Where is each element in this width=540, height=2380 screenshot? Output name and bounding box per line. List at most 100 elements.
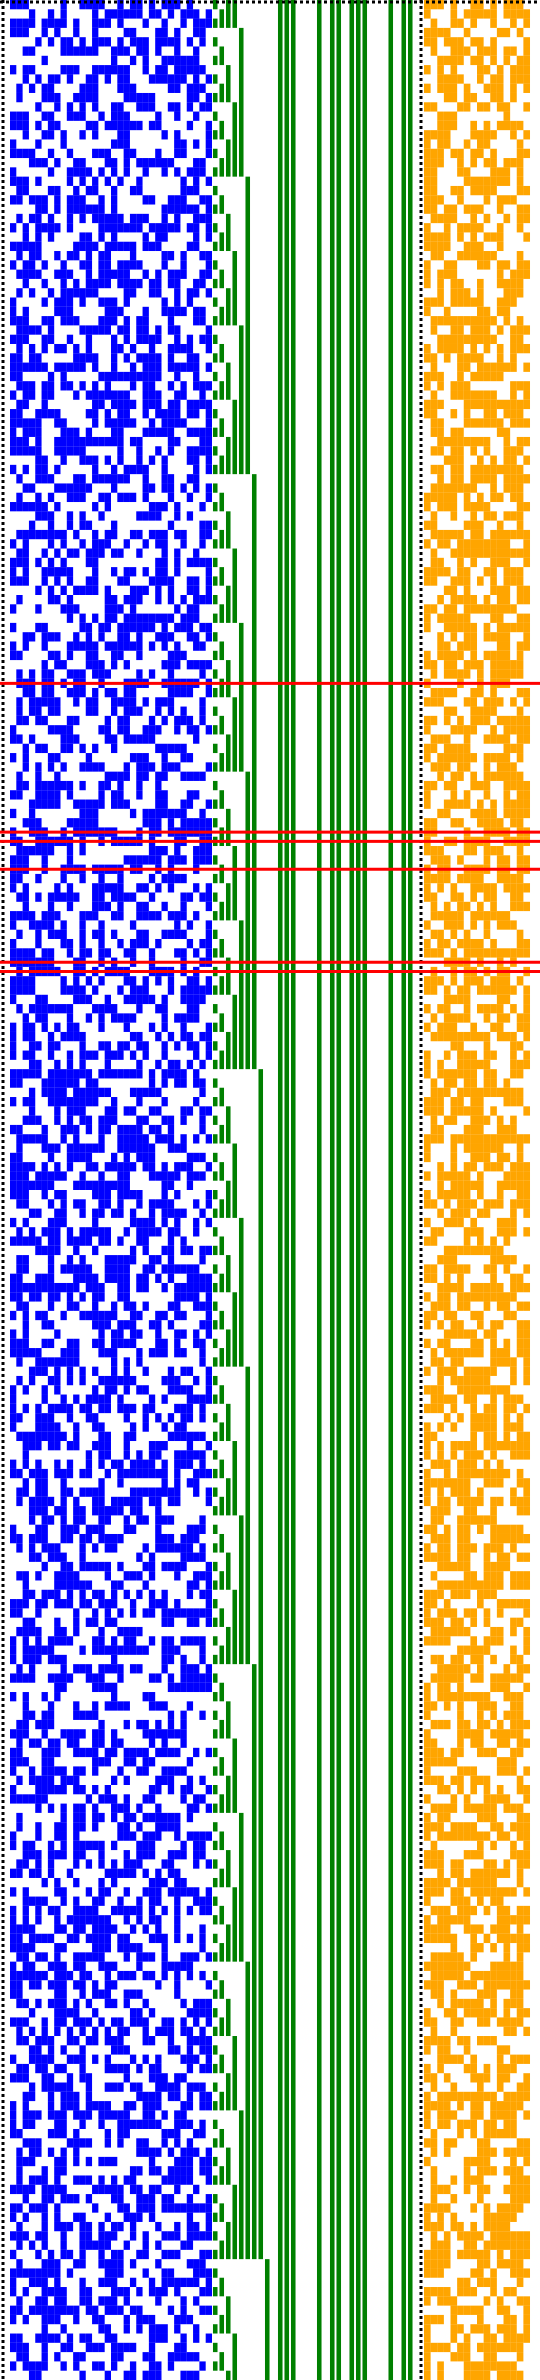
random-bit: [79, 1310, 86, 1321]
random-bit: [117, 892, 124, 902]
random-bit: [117, 1673, 124, 1683]
random-bit: [28, 1506, 36, 1516]
random-bit: [155, 539, 162, 549]
xor-bit: [443, 260, 451, 270]
xor-bit: [516, 120, 524, 131]
random-bit: [161, 2333, 168, 2343]
counter-bit-run: [225, 362, 231, 400]
random-bit: [92, 1812, 99, 1823]
random-bit: [186, 1608, 194, 1618]
counter-bit-run: [212, 2268, 218, 2278]
random-bit: [129, 2184, 137, 2195]
xor-bit: [477, 241, 484, 252]
random-bit: [199, 1850, 206, 1860]
random-bit: [155, 278, 162, 289]
random-bit: [174, 223, 181, 233]
random-bit: [73, 1617, 80, 1627]
random-bit: [35, 120, 42, 131]
random-bit: [16, 1599, 23, 1609]
xor-bit: [437, 529, 444, 540]
random-bit: [129, 343, 137, 354]
random-bit: [123, 2063, 130, 2074]
random-bit: [16, 780, 23, 791]
random-bit: [193, 371, 200, 382]
random-bit: [85, 1664, 93, 1674]
random-bit: [47, 185, 55, 196]
counter-bit-run: [245, 176, 251, 475]
random-bit: [28, 2268, 36, 2278]
counter-bit-run: [212, 2212, 218, 2222]
random-bit: [85, 92, 93, 103]
random-bit: [73, 697, 80, 707]
xor-bit: [437, 111, 444, 121]
random-bit: [174, 2249, 181, 2260]
random-bit: [41, 83, 48, 93]
counter-bit-run: [212, 799, 218, 809]
random-bit: [111, 241, 118, 252]
random-bit: [167, 1850, 175, 1860]
random-bit: [98, 1004, 105, 1014]
random-bit: [117, 176, 124, 186]
random-bit: [60, 297, 67, 307]
xor-bit: [443, 483, 451, 493]
random-bit: [10, 223, 17, 233]
random-bit: [142, 464, 149, 475]
xor-bit: [510, 92, 517, 103]
random-bit: [98, 762, 105, 772]
random-bit: [142, 1041, 149, 1051]
random-bit: [123, 734, 130, 744]
counter-bit-run: [212, 1747, 218, 1758]
random-bit: [205, 687, 212, 698]
random-bit: [186, 1013, 194, 1023]
xor-bit: [496, 492, 504, 503]
random-bit: [28, 446, 36, 456]
random-bit: [117, 2352, 124, 2362]
random-bit: [180, 1310, 187, 1321]
random-bit: [66, 1636, 74, 1646]
random-bit: [136, 855, 143, 865]
random-bit: [117, 306, 124, 317]
random-bit: [167, 650, 175, 661]
random-bit: [35, 790, 42, 800]
random-bit: [205, 1301, 212, 1311]
xor-bit: [490, 83, 497, 93]
random-bit: [28, 1022, 36, 1032]
random-bit: [104, 2026, 111, 2037]
random-bit: [35, 1785, 42, 1795]
random-bit: [174, 1403, 181, 1414]
random-bit: [54, 1078, 61, 1088]
random-bit: [111, 2175, 118, 2185]
random-bit: [142, 1245, 149, 1256]
random-bit: [60, 2110, 67, 2120]
xor-bit: [463, 46, 471, 56]
random-bit: [155, 585, 162, 595]
random-bit: [98, 260, 105, 270]
random-bit: [41, 2352, 48, 2362]
random-bit: [28, 2091, 36, 2102]
random-bit: [41, 790, 48, 800]
random-bit: [60, 2240, 67, 2250]
random-bit: [142, 1282, 149, 1293]
random-bit: [161, 1766, 168, 1776]
xor-bit: [490, 37, 497, 47]
counter-bit-run: [219, 790, 225, 809]
random-bit: [54, 251, 61, 261]
random-bit: [54, 269, 61, 279]
random-bit: [205, 343, 212, 354]
random-bit: [41, 1933, 48, 1944]
random-bit: [142, 2352, 149, 2362]
random-bit: [174, 1450, 181, 1460]
random-bit: [16, 176, 23, 186]
random-bit: [199, 1413, 206, 1423]
random-bit: [66, 381, 74, 391]
random-bit: [174, 1599, 181, 1609]
random-bit: [155, 1673, 162, 1683]
random-bit: [98, 1394, 105, 1404]
xor-bit: [470, 511, 478, 521]
random-bit: [66, 818, 74, 828]
random-bit: [174, 1217, 181, 1228]
random-bit: [174, 2073, 181, 2083]
counter-bit-run: [219, 1645, 225, 1665]
random-bit: [54, 1766, 61, 1776]
random-bit: [22, 27, 29, 38]
